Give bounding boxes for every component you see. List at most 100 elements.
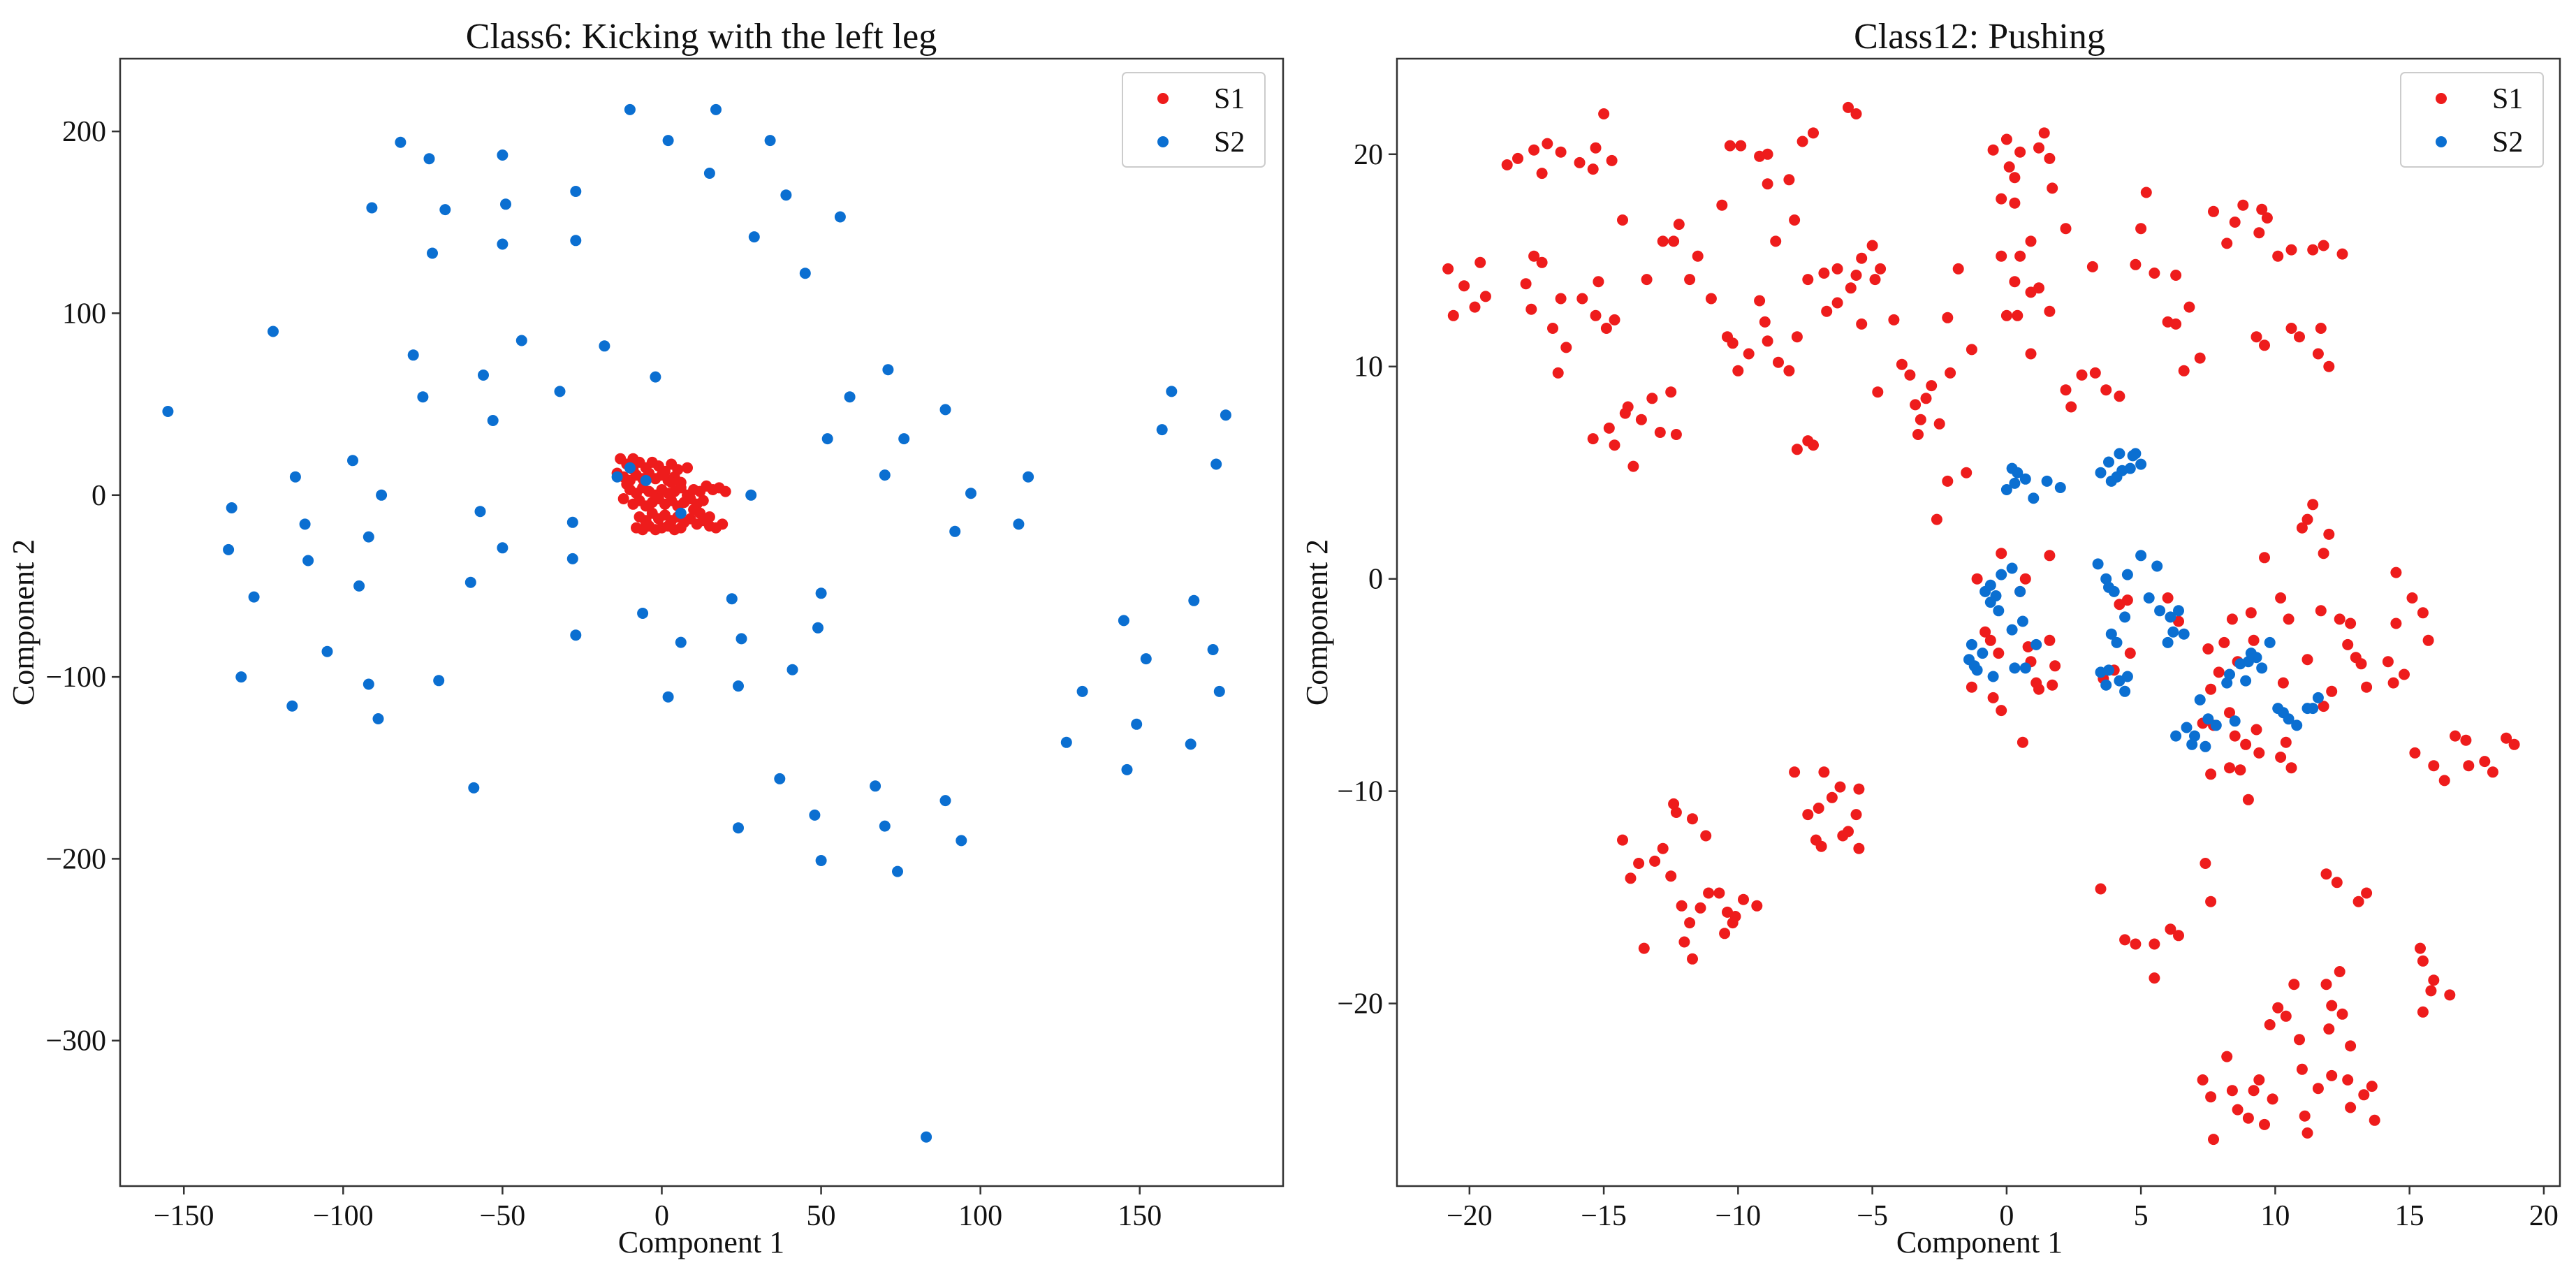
legend-marker-s1 bbox=[1157, 93, 1169, 104]
point-s1 bbox=[2253, 227, 2265, 239]
point-s2 bbox=[809, 809, 821, 821]
x-tick-label: 10 bbox=[2260, 1200, 2290, 1232]
point-s1 bbox=[1528, 144, 1540, 156]
point-s1 bbox=[1850, 108, 1862, 119]
point-s2 bbox=[703, 168, 715, 179]
point-s1 bbox=[2318, 548, 2329, 560]
point-s2 bbox=[2009, 477, 2021, 489]
point-s1 bbox=[2318, 240, 2329, 251]
point-s2 bbox=[2312, 692, 2324, 703]
point-s2 bbox=[226, 502, 237, 513]
point-s1 bbox=[1984, 634, 1996, 646]
point-s2 bbox=[637, 608, 649, 619]
point-s2 bbox=[2108, 585, 2120, 597]
point-s1 bbox=[2425, 985, 2437, 997]
point-s1 bbox=[1590, 142, 1602, 154]
point-s1 bbox=[1552, 367, 1564, 379]
point-s1 bbox=[1783, 365, 1795, 377]
point-s2 bbox=[515, 335, 527, 346]
point-s1 bbox=[1501, 159, 1513, 170]
point-s1 bbox=[2428, 760, 2440, 772]
x-tick-label: 5 bbox=[2134, 1200, 2149, 1232]
point-s2 bbox=[2009, 662, 2021, 674]
point-s1 bbox=[703, 511, 715, 522]
x-tick-label: −10 bbox=[1715, 1200, 1762, 1232]
point-s2 bbox=[235, 671, 247, 683]
point-s1 bbox=[1773, 356, 1784, 368]
point-s1 bbox=[2501, 732, 2512, 744]
point-s1 bbox=[1845, 282, 1857, 294]
point-s1 bbox=[2285, 323, 2297, 334]
point-s1 bbox=[2173, 930, 2184, 942]
y-tick-label: −300 bbox=[45, 1025, 106, 1058]
point-s1 bbox=[627, 453, 639, 465]
point-s2 bbox=[956, 835, 967, 847]
point-s2 bbox=[1987, 671, 1999, 682]
point-s1 bbox=[1751, 900, 1763, 912]
point-s2 bbox=[433, 675, 445, 687]
point-s1 bbox=[1469, 301, 1481, 313]
point-s1 bbox=[2124, 648, 2136, 659]
point-s2 bbox=[748, 231, 760, 243]
point-s1 bbox=[1479, 291, 1491, 302]
point-s1 bbox=[1638, 942, 1650, 954]
point-s2 bbox=[2028, 492, 2040, 504]
point-s2 bbox=[662, 135, 674, 147]
point-s1 bbox=[1528, 250, 1540, 262]
point-s1 bbox=[1783, 174, 1795, 186]
point-s1 bbox=[666, 476, 678, 488]
point-s1 bbox=[2399, 668, 2410, 680]
point-s2 bbox=[1977, 648, 1989, 659]
point-s1 bbox=[2086, 261, 2098, 272]
point-s1 bbox=[1525, 303, 1537, 315]
point-s1 bbox=[2208, 1134, 2219, 1146]
legend-marker-s2 bbox=[2436, 136, 2447, 147]
x-tick-label: −5 bbox=[1857, 1200, 1888, 1232]
point-s2 bbox=[1188, 594, 1200, 606]
point-s1 bbox=[2251, 331, 2262, 343]
point-s2 bbox=[2186, 738, 2198, 750]
point-s1 bbox=[1945, 367, 1956, 379]
point-s1 bbox=[2044, 305, 2056, 317]
x-tick-label: −15 bbox=[1581, 1200, 1627, 1232]
point-s1 bbox=[2272, 250, 2284, 262]
point-s1 bbox=[2285, 244, 2297, 256]
point-s2 bbox=[2119, 685, 2131, 697]
point-s2 bbox=[2135, 550, 2147, 562]
point-s1 bbox=[2065, 401, 2077, 413]
x-axis: −150 −100 −50 0 50 100 150 bbox=[154, 1186, 1162, 1232]
point-s2 bbox=[2245, 648, 2257, 659]
point-s2 bbox=[815, 587, 827, 599]
point-s1 bbox=[2012, 309, 2024, 321]
point-s2 bbox=[965, 488, 976, 499]
point-s1 bbox=[2323, 360, 2335, 372]
point-s1 bbox=[2444, 989, 2456, 1001]
point-s1 bbox=[1770, 235, 1782, 247]
point-s1 bbox=[2390, 617, 2402, 629]
point-s1 bbox=[2009, 197, 2021, 209]
point-s1 bbox=[2044, 152, 2056, 164]
point-s1 bbox=[2294, 331, 2305, 343]
x-tick-label: 0 bbox=[654, 1200, 669, 1232]
point-s1 bbox=[2135, 223, 2147, 235]
point-s1 bbox=[2422, 634, 2434, 646]
point-s2 bbox=[2221, 677, 2233, 689]
point-s1 bbox=[2095, 883, 2107, 895]
y-tick-label: −100 bbox=[45, 661, 106, 694]
point-s1 bbox=[2000, 133, 2012, 145]
point-s1 bbox=[697, 495, 709, 506]
point-s2 bbox=[500, 198, 511, 210]
point-s2 bbox=[2121, 569, 2133, 580]
point-s2 bbox=[949, 525, 961, 537]
point-s2 bbox=[2012, 467, 2024, 478]
point-s2 bbox=[162, 406, 174, 417]
point-s2 bbox=[468, 782, 480, 794]
point-s2 bbox=[363, 531, 374, 543]
point-s1 bbox=[1869, 274, 1881, 286]
point-s1 bbox=[2202, 643, 2214, 655]
point-s1 bbox=[1654, 427, 1666, 438]
point-s2 bbox=[2119, 611, 2131, 623]
point-s1 bbox=[2205, 1091, 2217, 1103]
point-s1 bbox=[1587, 163, 1599, 175]
point-s1 bbox=[2438, 775, 2450, 787]
